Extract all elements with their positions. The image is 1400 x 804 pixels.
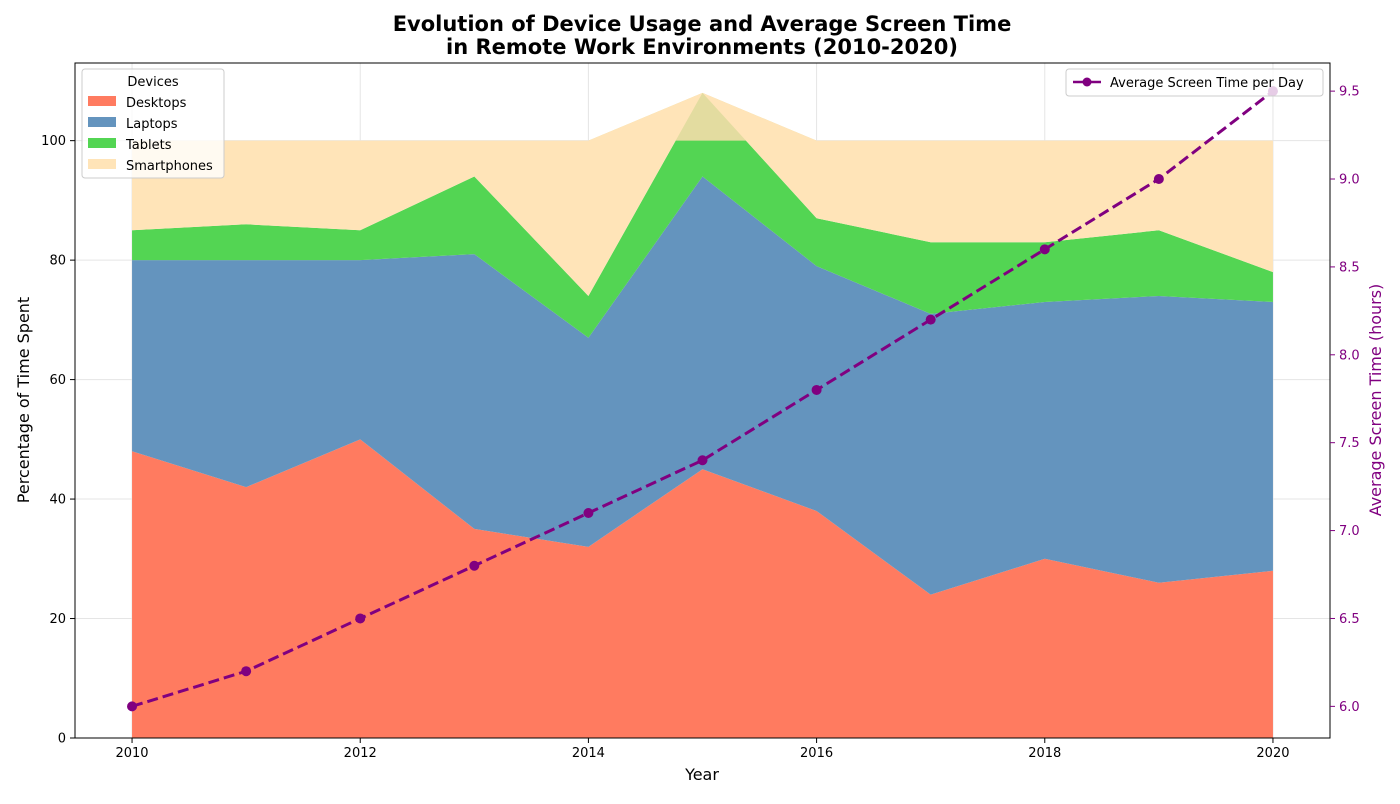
screen-time-point	[811, 384, 822, 395]
legend-label-laptops: Laptops	[126, 117, 178, 132]
screen-time-point	[925, 314, 936, 325]
legend-swatch-laptops	[88, 117, 116, 127]
y-tick-layer: 0 20 40 60 80 100	[41, 134, 75, 747]
area-smartphones	[132, 92, 1273, 296]
y-right-tick-label: 8.0	[1339, 348, 1360, 363]
screen-time-point	[127, 701, 138, 712]
x-tick-label: 2014	[572, 746, 605, 761]
legend-label-tablets: Tablets	[125, 138, 172, 153]
device-legend-box	[81, 68, 225, 179]
x-tick-label: 2012	[344, 746, 377, 761]
legend-label-smartphones: Smartphones	[126, 159, 213, 174]
plot-frame	[74, 62, 1331, 739]
area-layer	[132, 92, 1273, 738]
screen-time-point	[1039, 244, 1050, 255]
area-laptops	[132, 176, 1273, 595]
y-right-tick-layer: 6.0 6.5 7.0 7.5 8.0 8.5 9.0 9.5	[1330, 85, 1360, 715]
area-overlap-smartphones	[132, 92, 1273, 141]
y-axis-title: Percentage of Time Spent	[14, 297, 33, 503]
y-right-tick-label: 7.0	[1339, 524, 1360, 539]
screen-time-point	[697, 455, 708, 466]
y-right-tick-label: 6.5	[1339, 612, 1360, 627]
screen-time-point	[355, 613, 366, 624]
y-tick-label: 100	[41, 134, 66, 149]
screen-time-point	[1153, 174, 1164, 185]
y-tick-label: 20	[49, 612, 66, 627]
screen-time-point	[241, 666, 252, 677]
legend-swatch-desktops	[88, 96, 116, 106]
screen-time-point	[583, 508, 594, 518]
legend-label-desktops: Desktops	[126, 96, 187, 111]
x-tick-label: 2018	[1028, 746, 1061, 761]
screen-time-point	[469, 560, 480, 571]
legend-line-marker	[1082, 77, 1092, 87]
device-legend: Devices Desktops Laptops Tablets Smartph…	[81, 68, 225, 179]
chart-title: Evolution of Device Usage and Average Sc…	[393, 12, 1012, 36]
screen-time-legend: Average Screen Time per Day	[1065, 68, 1324, 97]
y-right-tick-label: 6.0	[1339, 700, 1360, 715]
y-right-tick-label: 9.5	[1339, 85, 1360, 100]
device-legend-title: Devices	[127, 75, 178, 90]
x-axis-title: Year	[684, 765, 719, 784]
x-tick-layer: 2010 2012 2014 2016 2018 2020	[115, 738, 1290, 761]
x-tick-label: 2010	[115, 746, 148, 761]
chart-subtitle: in Remote Work Environments (2010-2020)	[446, 35, 958, 59]
line-layer	[127, 86, 1278, 712]
y-tick-label: 0	[58, 732, 66, 747]
y-tick-label: 40	[49, 493, 66, 508]
legend-swatch-smartphones	[88, 159, 116, 169]
y-right-tick-label: 9.0	[1339, 173, 1360, 188]
screen-time-legend-box	[1065, 68, 1324, 97]
y-right-tick-label: 8.5	[1339, 260, 1360, 275]
area-desktops	[132, 439, 1273, 738]
legend-label-screen-time: Average Screen Time per Day	[1110, 76, 1304, 91]
area-tablets	[132, 92, 1273, 338]
y-right-tick-label: 7.5	[1339, 436, 1360, 451]
y-right-axis-title: Average Screen Time (hours)	[1366, 284, 1385, 517]
x-tick-label: 2020	[1256, 746, 1289, 761]
y-tick-label: 60	[49, 373, 66, 388]
y-tick-label: 80	[49, 254, 66, 269]
x-tick-label: 2016	[800, 746, 833, 761]
legend-swatch-tablets	[88, 138, 116, 148]
